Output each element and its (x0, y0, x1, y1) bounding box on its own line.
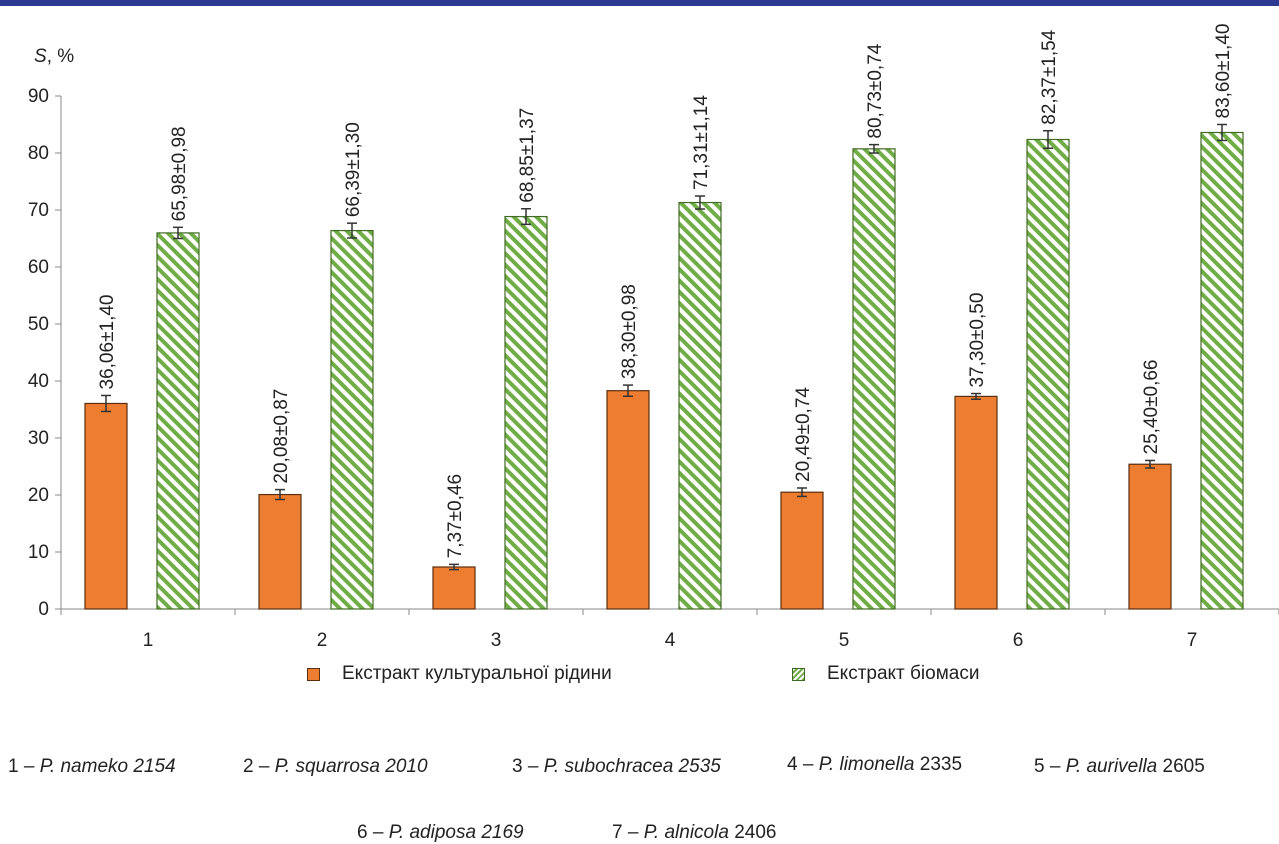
data-label: 71,31±1,14 (691, 95, 712, 190)
bar-chart: 0 10 20 30 40 50 60 70 80 90 1 36,06±1,40 65,98±0,9… (28, 24, 1279, 651)
y-tick-label: 70 (28, 200, 49, 221)
note-4: 4 – P. limonella 2335 (787, 754, 963, 775)
y-axis-label-unit: , % (46, 46, 75, 67)
legend-swatch-culture (307, 667, 320, 681)
legend-item-culture: Екстракт культуральної рідини (307, 663, 612, 685)
y-tick-label: 10 (28, 542, 49, 563)
legend-item-biomass: Екстракт біомаси (792, 663, 979, 685)
legend-swatch-biomass (792, 667, 805, 681)
x-tick-label: 1 (143, 630, 154, 651)
y-tick-label: 30 (28, 428, 49, 449)
bar-biomass (330, 229, 374, 610)
x-tick-label: 4 (665, 630, 676, 651)
y-tick-label: 50 (28, 314, 49, 335)
data-label: 36,06±1,40 (97, 295, 118, 390)
y-tick-label: 60 (28, 257, 49, 278)
bar-biomass (678, 201, 722, 610)
data-label: 7,37±0,46 (445, 474, 466, 558)
bar-biomass (1026, 138, 1070, 610)
bar-biomass (156, 232, 200, 610)
data-label: 37,30±0,50 (967, 293, 988, 388)
note-7: 7 – P. alnicola 2406 (612, 822, 777, 843)
y-axis-label: S, % (34, 46, 74, 68)
note-5: 5 – P. aurivella 2605 (1034, 756, 1205, 777)
bar-biomass (852, 148, 896, 610)
bar-culture (84, 402, 128, 610)
x-tick-label: 6 (1013, 630, 1024, 651)
data-label: 20,08±0,87 (271, 389, 292, 484)
x-tick-label: 3 (491, 630, 502, 651)
bar-biomass (504, 215, 548, 610)
x-tick-label: 2 (317, 630, 328, 651)
y-tick-label: 40 (28, 371, 49, 392)
y-tick-label: 80 (28, 143, 49, 164)
bar-culture (1128, 463, 1172, 610)
note-3: 3 – P. subochracea 2535 (512, 756, 721, 777)
data-label: 38,30±0,98 (619, 284, 640, 379)
data-label: 66,39±1,30 (343, 122, 364, 217)
x-tick-label: 7 (1187, 630, 1198, 651)
y-tick-label: 90 (28, 86, 49, 107)
legend-label-biomass: Екстракт біомаси (827, 663, 980, 684)
data-label: 83,60±1,40 (1213, 24, 1234, 119)
bar-culture (258, 493, 302, 610)
data-label: 82,37±1,54 (1039, 29, 1060, 124)
data-label: 25,40±0,66 (1141, 359, 1162, 454)
note-2: 2 – P. squarrosa 2010 (243, 756, 428, 777)
y-tick-label: 0 (38, 599, 49, 620)
y-tick-label: 20 (28, 485, 49, 506)
data-label: 20,49±0,74 (793, 387, 814, 482)
legend-label-culture: Екстракт культуральної рідини (342, 663, 612, 684)
note-6: 6 – P. adiposa 2169 (357, 822, 524, 843)
x-tick-label: 5 (839, 630, 850, 651)
bar-biomass (1200, 131, 1244, 610)
y-axis-label-var: S (34, 46, 47, 67)
bar-culture (780, 491, 824, 610)
data-label: 80,73±0,74 (865, 43, 886, 138)
note-1: 1 – P. nameko 2154 (8, 756, 176, 777)
bar-culture (606, 390, 650, 610)
chart-legend: Екстракт культуральної рідини Екстракт б… (0, 663, 1279, 689)
data-label: 68,85±1,37 (517, 108, 538, 203)
bar-culture (432, 566, 476, 610)
top-accent-bar (0, 0, 1279, 6)
data-label: 65,98±0,98 (169, 126, 190, 221)
bar-culture (954, 395, 998, 610)
